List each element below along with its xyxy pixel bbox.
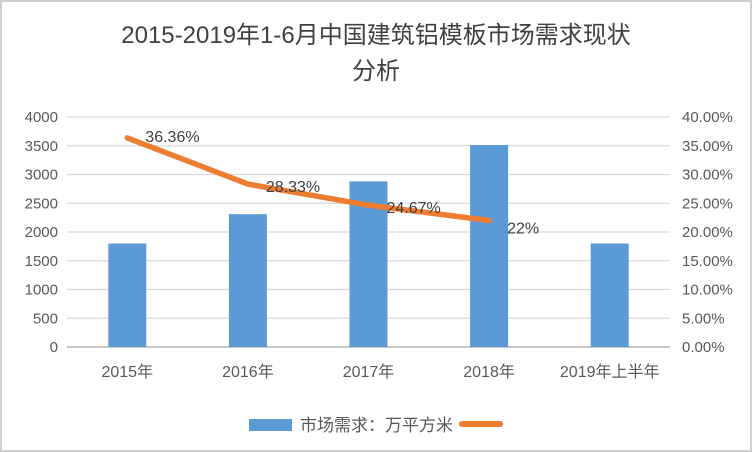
right-axis-tick-label: 30.00% bbox=[682, 167, 733, 184]
plot-area: 0 0.00% 500 5.00% 1000 10.00% 1500 15.00% 2000 20… bbox=[25, 109, 733, 381]
left-axis-tick-label: 500 bbox=[33, 310, 58, 327]
legend-line-swatch-icon bbox=[459, 421, 503, 427]
bar-2019年上半年 bbox=[590, 243, 629, 347]
legend: 市场需求：万平方米 bbox=[2, 409, 750, 437]
bar-2016年 bbox=[228, 214, 267, 347]
line-data-label: 24.67% bbox=[387, 200, 441, 217]
left-axis-tick-label: 4000 bbox=[25, 109, 58, 126]
x-axis-category-label: 2015年 bbox=[101, 363, 153, 381]
left-axis-tick-label: 2500 bbox=[25, 195, 58, 212]
x-axis-category-label: 2019年上半年 bbox=[560, 363, 660, 381]
chart-title: 2015-2019年1-6月中国建筑铝模板市场需求现状分析 bbox=[121, 22, 631, 85]
left-axis-tick-label: 3000 bbox=[25, 167, 58, 184]
left-axis-tick-label: 0 bbox=[50, 339, 58, 356]
bar-2015年 bbox=[108, 243, 147, 347]
left-axis-tick-label: 3500 bbox=[25, 138, 58, 155]
left-axis-tick-label: 1500 bbox=[25, 253, 58, 270]
left-axis-tick-label: 1000 bbox=[25, 282, 58, 299]
right-axis-tick-label: 0.00% bbox=[682, 339, 725, 356]
x-axis-category-label: 2016年 bbox=[222, 363, 274, 381]
right-axis-tick-label: 40.00% bbox=[682, 109, 733, 126]
x-axis-category-label: 2018年 bbox=[463, 363, 515, 381]
right-axis-tick-label: 35.00% bbox=[682, 138, 733, 155]
right-axis-tick-label: 20.00% bbox=[682, 224, 733, 241]
legend-item-growth-rate bbox=[459, 414, 503, 432]
left-axis-tick-label: 2000 bbox=[25, 224, 58, 241]
right-axis-tick-label: 5.00% bbox=[682, 310, 725, 327]
legend-bar-swatch-icon bbox=[249, 418, 292, 431]
line-data-label: 36.36% bbox=[145, 129, 199, 146]
line-data-label: 22% bbox=[507, 221, 539, 238]
bar-2018年 bbox=[470, 145, 509, 347]
line-data-label: 28.33% bbox=[266, 179, 320, 196]
legend-label-market-demand: 市场需求：万平方米 bbox=[300, 415, 453, 435]
growth-rate-line bbox=[124, 135, 492, 224]
x-axis-category-label: 2017年 bbox=[343, 363, 395, 381]
legend-item-market-demand: 市场需求：万平方米 bbox=[249, 411, 459, 436]
right-axis-tick-label: 25.00% bbox=[682, 195, 733, 212]
right-axis-tick-label: 10.00% bbox=[682, 282, 733, 299]
right-axis-tick-label: 15.00% bbox=[682, 253, 733, 270]
